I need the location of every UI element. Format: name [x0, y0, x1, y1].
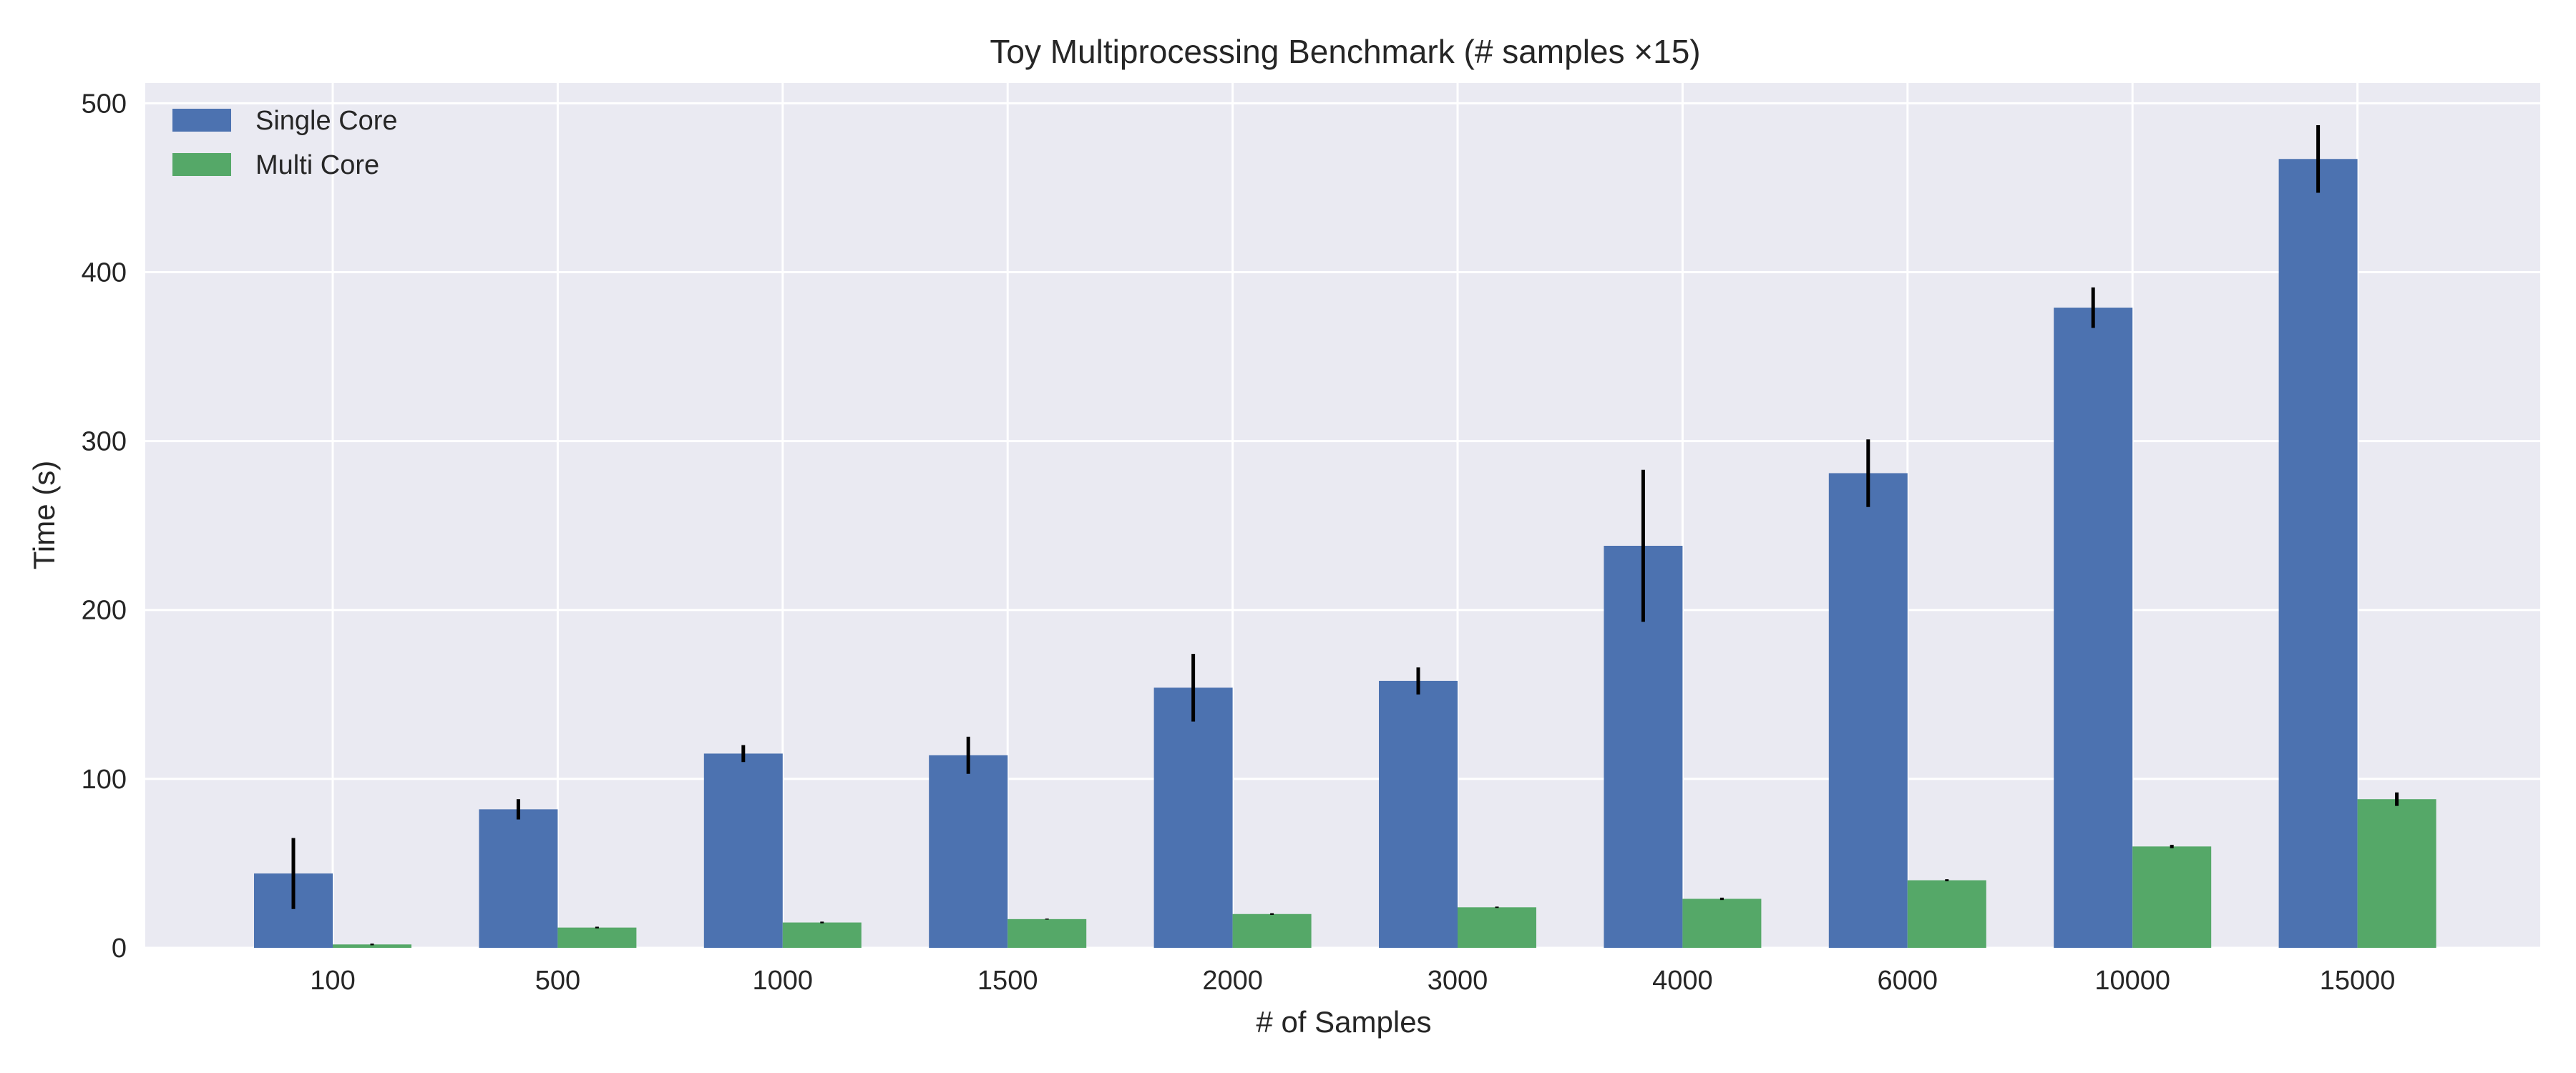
bar-multi-core-2000 — [1232, 913, 1312, 948]
legend-label: Multi Core — [255, 150, 379, 180]
error-bars — [291, 125, 2399, 946]
x-tick-label: 3000 — [1428, 966, 1488, 996]
bar-multi-core-3000 — [1458, 907, 1536, 948]
bar-single-core-2000 — [1153, 687, 1233, 948]
bar-single-core-3000 — [1379, 680, 1458, 948]
legend-label: Single Core — [255, 106, 398, 136]
bar-multi-core-15000 — [2357, 799, 2436, 948]
bar-single-core-6000 — [1828, 473, 1908, 948]
x-tick-label: 6000 — [1878, 966, 1938, 996]
x-tick-label: 10000 — [2094, 966, 2170, 996]
legend-swatch — [172, 153, 231, 176]
bars — [254, 159, 2436, 948]
bar-multi-core-1000 — [782, 922, 862, 948]
bar-single-core-10000 — [2054, 308, 2133, 948]
y-tick-label: 200 — [82, 596, 127, 626]
bar-single-core-1500 — [929, 755, 1008, 948]
chart-title: Toy Multiprocessing Benchmark (# samples… — [990, 33, 1700, 70]
x-tick-label: 4000 — [1652, 966, 1713, 996]
x-tick-label: 100 — [310, 966, 355, 996]
bar-single-core-500 — [479, 809, 558, 948]
bar-single-core-1000 — [703, 753, 783, 948]
y-tick-label: 0 — [112, 934, 127, 964]
y-tick-label: 500 — [82, 89, 127, 119]
x-tick-label: 500 — [535, 966, 580, 996]
bar-multi-core-100 — [333, 944, 411, 948]
x-tick-label: 15000 — [2320, 966, 2396, 996]
bar-multi-core-500 — [557, 927, 637, 948]
y-tick-label: 400 — [82, 258, 127, 288]
y-tick-label: 300 — [82, 427, 127, 457]
bar-multi-core-1500 — [1008, 918, 1087, 948]
bar-multi-core-10000 — [2132, 846, 2212, 948]
x-tick-label: 1500 — [977, 966, 1038, 996]
y-tick-labels: 0 100 200 300 400 500 — [82, 89, 127, 964]
x-tick-label: 1000 — [753, 966, 814, 996]
bar-multi-core-6000 — [1907, 880, 1986, 948]
bar-single-core-15000 — [2278, 159, 2358, 948]
x-tick-label: 2000 — [1202, 966, 1263, 996]
legend-swatch — [172, 109, 231, 132]
x-axis-label: # of Samples — [1256, 1005, 1431, 1039]
y-tick-label: 100 — [82, 765, 127, 795]
legend: Single Core Multi Core — [172, 106, 398, 180]
bar-multi-core-4000 — [1682, 898, 1762, 948]
y-axis-label: Time (s) — [27, 461, 61, 569]
x-tick-labels: 100 500 1000 1500 2000 3000 4000 6000 10000 15000 — [310, 966, 2395, 996]
plot-area — [145, 83, 2540, 948]
